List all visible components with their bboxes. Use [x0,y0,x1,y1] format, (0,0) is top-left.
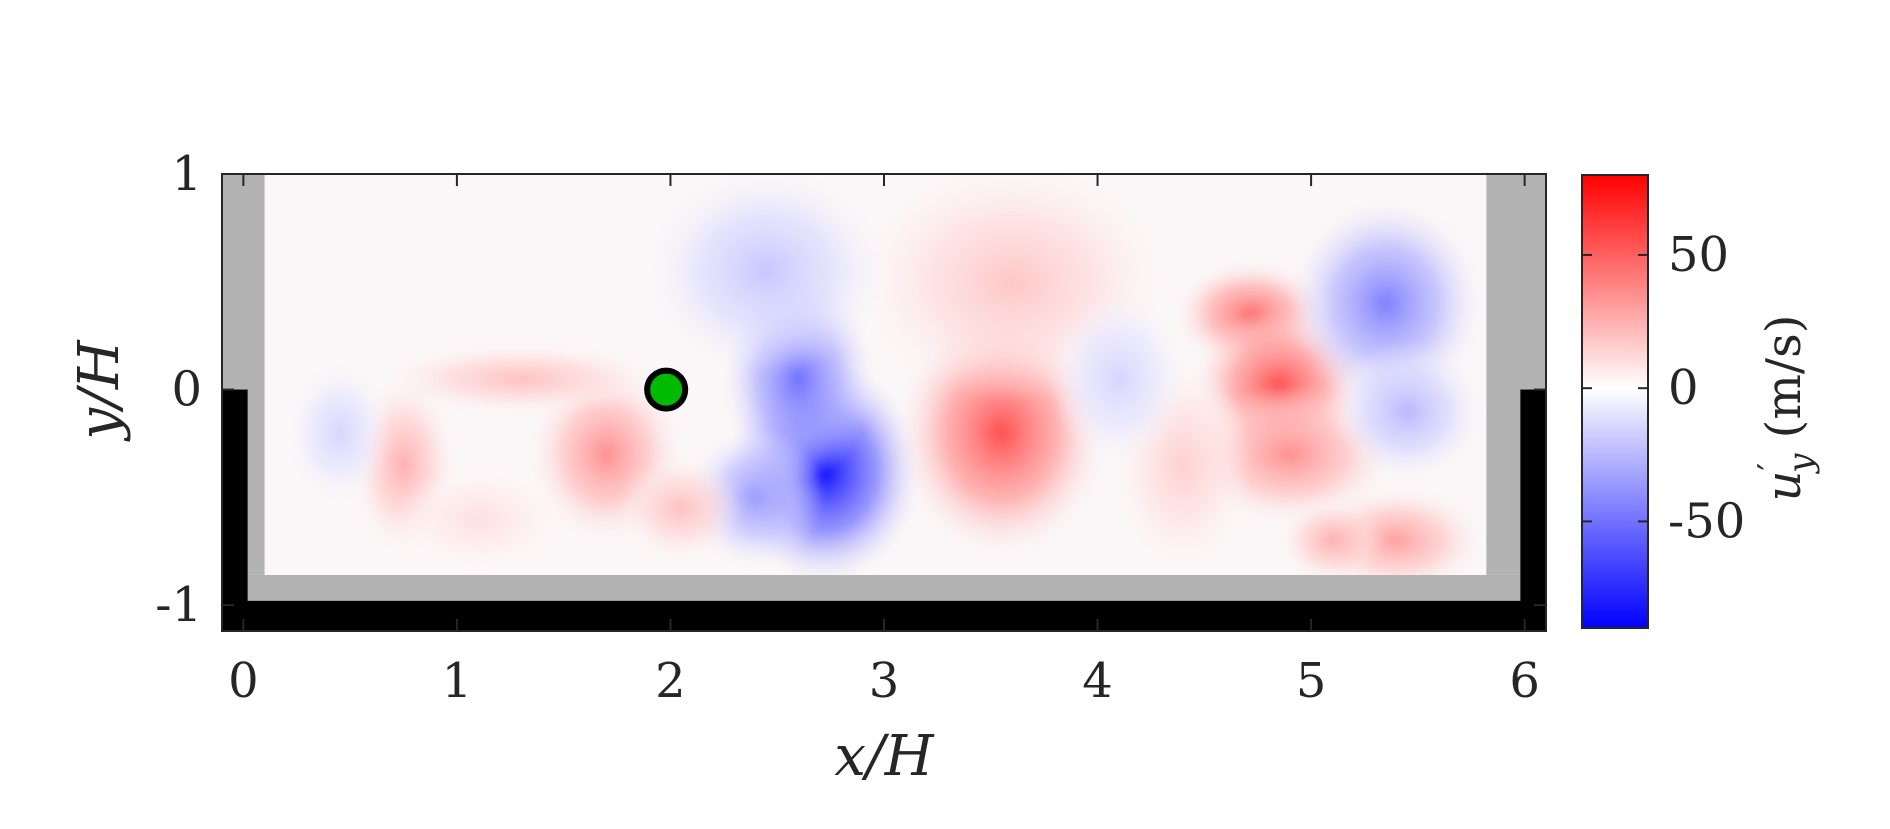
y-axis-label: y/H [67,339,132,443]
x-tick-label: 0 [228,653,259,709]
colorbar-label-sup: ′ [1751,463,1791,471]
colorbar-tick-label: 0 [1668,360,1699,416]
x-axis-label: x/H [834,724,934,789]
left-step-wall [222,389,248,631]
colorbar-tick-label: 50 [1668,227,1729,283]
y-tick-label: -1 [155,577,202,633]
probe-marker [644,367,689,412]
field-blob [392,467,564,571]
x-tick-label: 1 [442,653,473,709]
field-blob [1050,292,1188,466]
field-blobs [288,174,1483,575]
colorbar-label-sub: y [1781,453,1821,475]
x-tick-label: 5 [1296,653,1327,709]
field-blob [288,363,391,502]
y-tick-label: 0 [171,362,202,418]
x-tick-label: 4 [1082,653,1113,709]
floor-gray-wall [222,574,1546,601]
y-ticks: 1 0 -1 [155,146,1546,633]
colorbar-tick-label: -50 [1668,493,1745,549]
x-ticks: 0 1 2 3 4 5 6 [228,174,1540,709]
walls [222,174,1546,601]
bottom-walls [222,389,1546,631]
field-blob [1332,342,1483,481]
y-tick-label: 1 [171,146,202,202]
colorbar: 50 0 -50 u′y (m/s) [1581,174,1821,629]
colorbar-label-units: (m/s) [1756,315,1812,454]
right-step-wall [1520,389,1546,631]
colorbar-gradient [1581,174,1649,629]
x-tick-label: 2 [655,653,686,709]
velocity-field [264,174,1487,575]
field-blob [384,344,658,414]
x-tick-label: 3 [869,653,900,709]
colorbar-ticks: 50 0 -50 [1582,227,1745,549]
field-blob [1281,499,1384,575]
colorbar-label: u′y (m/s) [1751,315,1821,502]
plot-area: 0 1 2 3 4 5 6 1 0 -1 [155,146,1547,709]
field-blob [646,174,887,375]
marker-layer [644,367,689,412]
field-blob [619,456,743,560]
x-tick-label: 6 [1509,653,1540,709]
colorbar-label-main: u [1756,471,1812,502]
